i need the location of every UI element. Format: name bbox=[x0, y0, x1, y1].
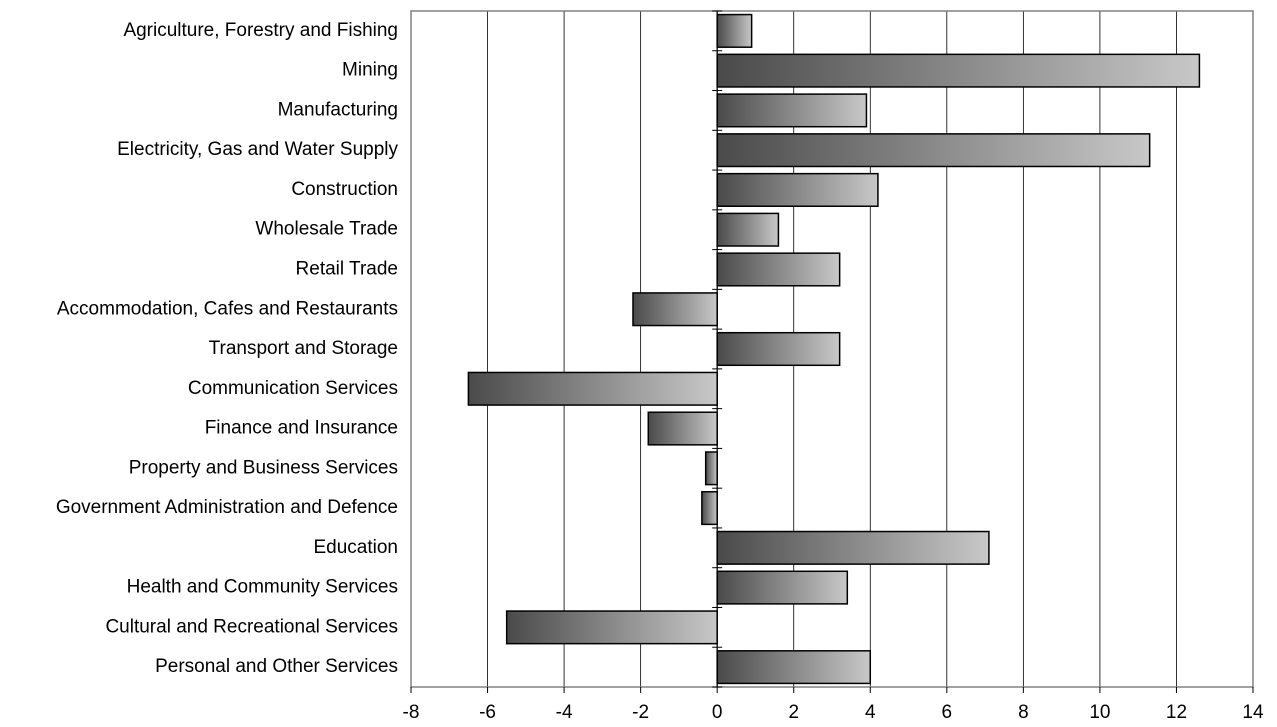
category-label: Transport and Storage bbox=[209, 338, 398, 359]
bar bbox=[716, 133, 1151, 168]
x-tick-label: -2 bbox=[632, 702, 649, 723]
x-tick-label: 10 bbox=[1089, 702, 1110, 723]
category-label: Construction bbox=[291, 179, 398, 200]
bars bbox=[467, 13, 1201, 685]
x-tick-label: 6 bbox=[942, 702, 953, 723]
bar bbox=[701, 491, 718, 526]
bar bbox=[716, 53, 1201, 88]
x-tick-labels: -8 -6 -4 -2 0 2 4 6 8 10 12 14 bbox=[403, 702, 1264, 723]
x-tick-label: 4 bbox=[865, 702, 876, 723]
x-tick-label: -8 bbox=[403, 702, 420, 723]
bar bbox=[716, 13, 753, 48]
category-label: Communication Services bbox=[188, 378, 398, 399]
bar bbox=[632, 292, 718, 327]
bar bbox=[716, 331, 841, 367]
x-tick-label: 12 bbox=[1166, 702, 1187, 723]
category-label: Health and Community Services bbox=[127, 577, 398, 598]
category-label: Finance and Insurance bbox=[205, 418, 398, 439]
category-label: Education bbox=[313, 537, 398, 558]
x-tick-label: 8 bbox=[1018, 702, 1029, 723]
bar bbox=[716, 93, 868, 128]
category-label: Government Administration and Defence bbox=[56, 497, 398, 518]
bar bbox=[467, 371, 718, 406]
bar bbox=[716, 570, 849, 605]
category-label: Property and Business Services bbox=[129, 457, 398, 478]
bar bbox=[704, 451, 718, 486]
axes bbox=[410, 10, 1254, 693]
category-label: Wholesale Trade bbox=[255, 219, 398, 240]
x-tick-label: -4 bbox=[556, 702, 573, 723]
category-label: Agriculture, Forestry and Fishing bbox=[123, 20, 398, 41]
category-label: Manufacturing bbox=[278, 99, 398, 120]
bar bbox=[716, 172, 879, 207]
bar bbox=[716, 530, 990, 565]
category-label: Cultural and Recreational Services bbox=[105, 616, 398, 637]
bar bbox=[505, 610, 718, 645]
x-tick-label: -6 bbox=[479, 702, 496, 723]
x-tick-label: 14 bbox=[1242, 702, 1264, 723]
bar bbox=[716, 212, 780, 247]
category-label: Retail Trade bbox=[296, 258, 398, 279]
category-label: Mining bbox=[342, 60, 398, 81]
bar bbox=[647, 411, 718, 446]
bar bbox=[716, 252, 841, 287]
category-label: Electricity, Gas and Water Supply bbox=[117, 139, 398, 160]
x-tick-label: 2 bbox=[788, 702, 799, 723]
category-labels: Agriculture, Forestry and Fishing Mining M… bbox=[56, 20, 399, 677]
category-label: Personal and Other Services bbox=[155, 656, 398, 677]
plot-frame bbox=[410, 10, 1254, 688]
category-label: Accommodation, Cafes and Restaurants bbox=[57, 298, 398, 319]
x-tick-label: 0 bbox=[712, 702, 723, 723]
bar bbox=[716, 650, 872, 685]
